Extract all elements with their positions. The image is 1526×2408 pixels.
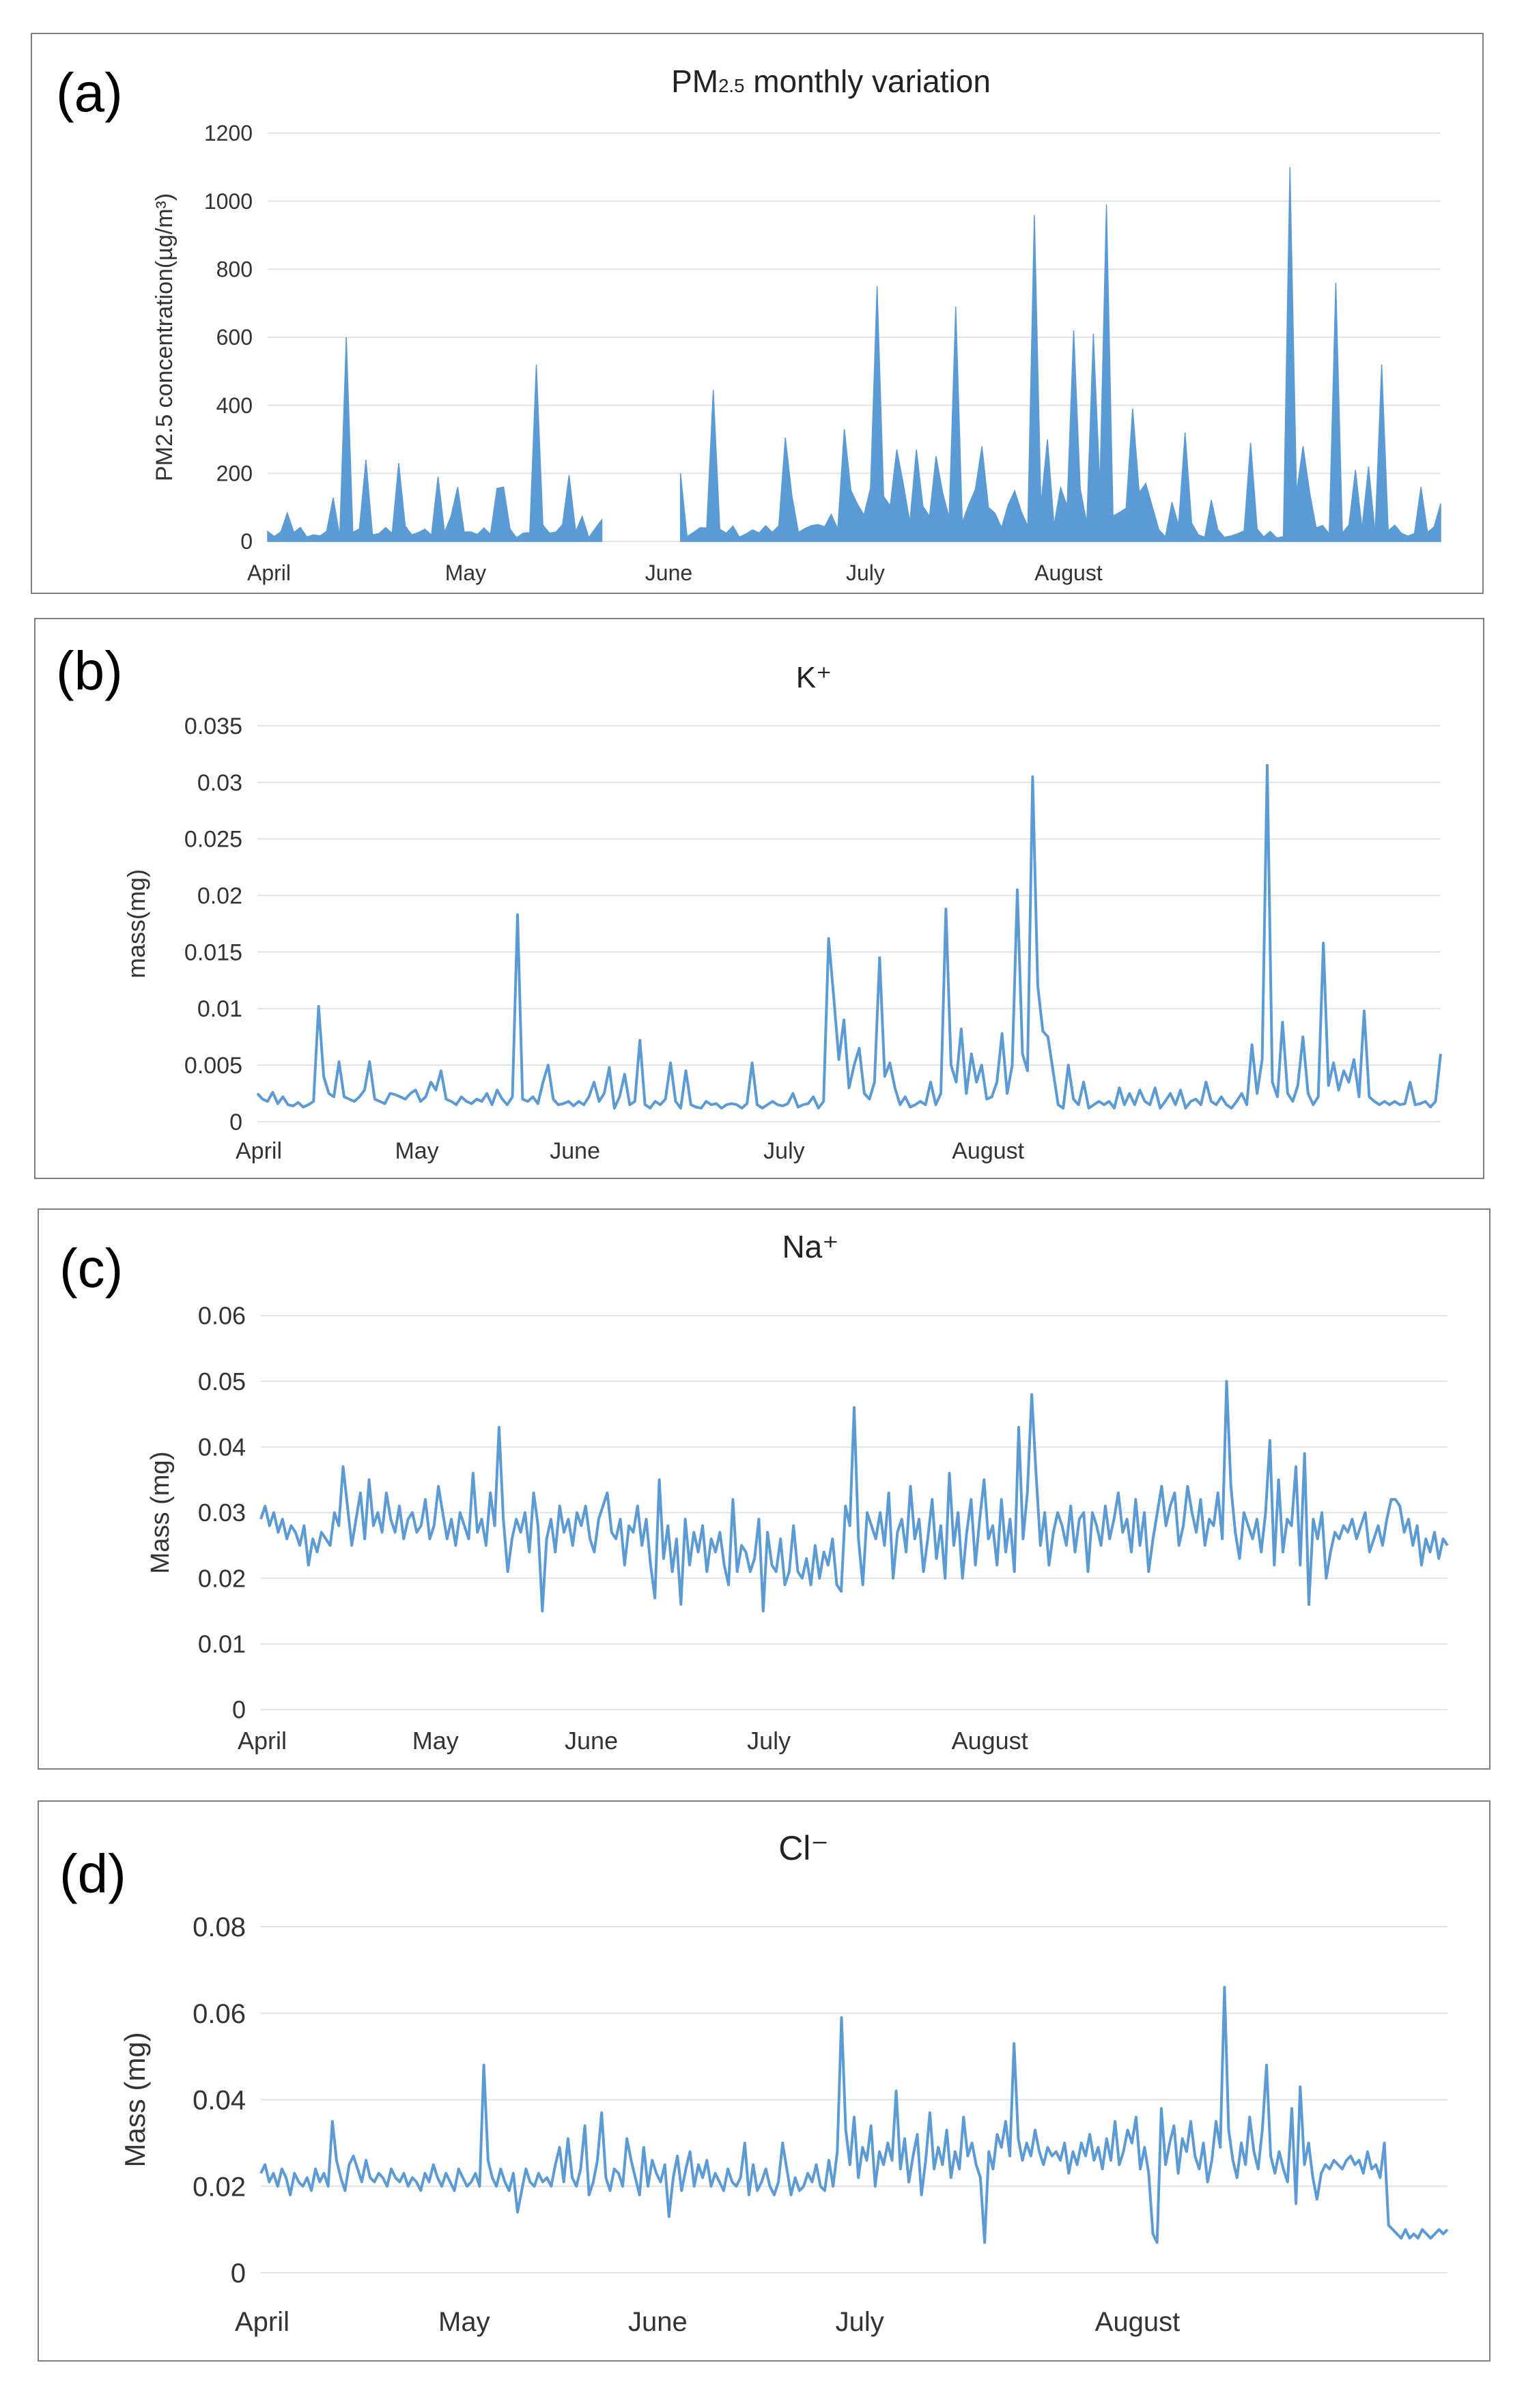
x-tick-label: June	[565, 1727, 618, 1755]
panel-c: (c) 0 0.01 0.02 0.03 0.04 0.05 0.06 April May Jun…	[38, 1208, 1490, 1770]
x-tick-label: August	[952, 1138, 1024, 1164]
y-tick-label: 0.02	[198, 1564, 246, 1592]
panel-b: (b) 0 0.005 0.01 0.015 0.02 0.025 0.03 0.035 Apr…	[34, 618, 1484, 1179]
y-tick-label: 0.04	[198, 1433, 246, 1461]
x-tick-label: May	[395, 1138, 438, 1164]
x-tick-label: June	[628, 2307, 688, 2337]
y-tick-label: 0.02	[197, 883, 242, 909]
y-axis-label: PM2.5 concentration(µg/m³)	[152, 193, 178, 481]
x-tick-label: April	[235, 2307, 289, 2337]
area-series	[267, 337, 603, 542]
x-tick-label: May	[445, 561, 486, 585]
y-axis-label: Mass (mg)	[146, 1451, 175, 1574]
y-axis-label: mass(mg)	[122, 869, 150, 978]
y-tick-label: 0.005	[184, 1053, 242, 1079]
y-tick-label: 0.035	[184, 713, 242, 739]
y-tick-label: 0	[240, 529, 253, 554]
y-tick-label: 0.04	[193, 2086, 246, 2116]
x-tick-label: August	[952, 1727, 1028, 1755]
x-tick-label: April	[236, 1138, 282, 1164]
y-tick-label: 0.025	[184, 827, 242, 853]
chart-title: Na⁺	[782, 1229, 838, 1264]
line-series	[256, 764, 1442, 1110]
y-tick-label: 800	[216, 257, 253, 282]
x-tick-label: April	[247, 561, 291, 585]
y-tick-label: 400	[216, 393, 253, 418]
panel-label-b: (b)	[56, 640, 123, 701]
chart-title: K⁺	[796, 661, 832, 694]
y-tick-label: 1000	[204, 189, 253, 214]
area-series	[679, 167, 1441, 542]
x-tick-label: May	[438, 2307, 490, 2337]
y-tick-label: 0	[232, 1696, 246, 1724]
chart-d: 0 0.02 0.04 0.06 0.08 April May June July August M…	[119, 1829, 1449, 2337]
y-tick-label: 0	[229, 1109, 242, 1135]
chart-title: Cl⁻	[778, 1829, 829, 1867]
y-axis-label: Mass (mg)	[119, 2032, 151, 2167]
y-tick-label: 0.02	[193, 2172, 246, 2202]
y-tick-label: 0.03	[198, 1499, 246, 1527]
panel-label-a: (a)	[56, 62, 123, 123]
panel-label-c: (c)	[59, 1238, 124, 1299]
line-series	[259, 1985, 1449, 2244]
panel-d: (d) 0 0.02 0.04 0.06 0.08 April May June July Aug…	[38, 1800, 1490, 2362]
x-tick-label: June	[645, 561, 692, 585]
y-tick-label: 0.015	[184, 939, 242, 965]
x-tick-label: July	[846, 561, 885, 585]
chart-title: PM2.5 monthly variation	[671, 63, 991, 99]
y-tick-label: 1200	[204, 121, 253, 145]
x-tick-label: August	[1034, 561, 1103, 585]
line-series	[259, 1380, 1449, 1613]
x-tick-label: June	[550, 1138, 600, 1164]
chart-c: 0 0.01 0.02 0.03 0.04 0.05 0.06 April May June Jul…	[146, 1229, 1449, 1755]
y-tick-label: 600	[216, 325, 253, 350]
y-tick-label: 0.05	[198, 1368, 246, 1396]
x-tick-label: May	[412, 1727, 459, 1755]
x-tick-label: July	[763, 1138, 804, 1164]
chart-a: 0 200 400 600 800 1000 1200 April May June July Aug…	[152, 63, 1441, 585]
panel-a: (a) 0 200 400 600 800 1000 1200 April May June Jul…	[31, 33, 1484, 594]
y-tick-label: 0	[231, 2258, 246, 2289]
y-tick-label: 0.03	[197, 770, 242, 796]
chart-b: 0 0.005 0.01 0.015 0.02 0.025 0.03 0.035 April Ma…	[122, 661, 1442, 1164]
x-tick-label: April	[238, 1727, 287, 1755]
y-tick-label: 0.06	[198, 1302, 246, 1330]
y-tick-label: 0.01	[197, 996, 242, 1022]
x-tick-label: July	[836, 2307, 884, 2337]
y-tick-label: 0.08	[193, 1912, 246, 1942]
y-tick-label: 200	[216, 462, 253, 486]
x-tick-label: July	[747, 1727, 791, 1755]
x-tick-label: August	[1095, 2307, 1181, 2337]
y-tick-label: 0.06	[193, 1999, 246, 2029]
panel-label-d: (d)	[59, 1843, 126, 1904]
y-tick-label: 0.01	[198, 1630, 246, 1658]
